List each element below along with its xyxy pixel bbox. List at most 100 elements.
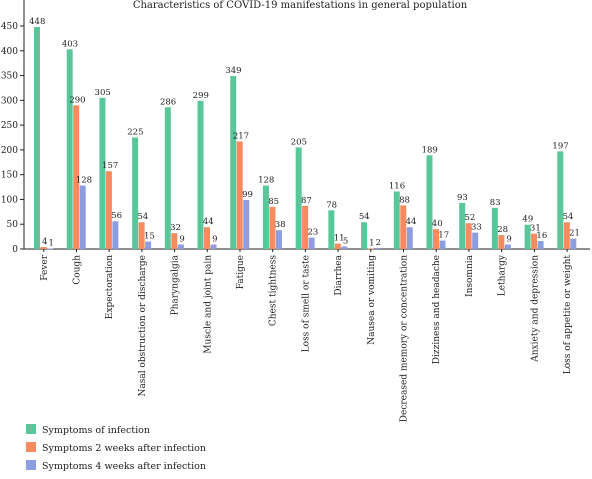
bar — [269, 206, 276, 249]
category-label: Fatigue — [236, 255, 246, 289]
category-labels: Fever Cough Expectoration Nasal obstruction… — [40, 249, 573, 422]
data-label: 21 — [569, 229, 580, 239]
bar — [504, 244, 511, 249]
category-label: Loss of smell or taste — [301, 255, 311, 352]
bar — [367, 248, 374, 250]
bar — [308, 237, 315, 249]
data-label: 1 — [369, 239, 374, 249]
category-label: Dizziness and headache — [432, 255, 442, 364]
data-label: 197 — [552, 141, 568, 151]
bar — [406, 227, 413, 249]
bar — [537, 241, 544, 249]
data-label: 128 — [258, 176, 274, 186]
category-label: Insomnia — [465, 254, 475, 297]
data-label: 1 — [49, 239, 54, 249]
y-tick-label: 0 — [12, 245, 18, 255]
legend-swatch — [26, 424, 36, 434]
bar — [334, 243, 341, 249]
chart-title: Characteristics of COVID-19 manifestatio… — [133, 0, 468, 11]
category-label: Pharyngalgia — [171, 254, 181, 315]
bar — [132, 137, 139, 249]
data-label: 56 — [111, 211, 122, 221]
bar — [73, 105, 80, 250]
bar — [531, 233, 538, 249]
bar — [432, 229, 439, 249]
data-label: 9 — [506, 235, 511, 245]
data-label: 290 — [69, 95, 85, 105]
data-label: 2 — [376, 238, 381, 248]
data-label: 189 — [422, 145, 438, 155]
data-label: 49 — [522, 215, 533, 225]
bar — [171, 233, 178, 249]
bar — [105, 171, 112, 249]
y-tick-label: 100 — [1, 195, 18, 205]
y-tick-label: 250 — [1, 121, 18, 131]
data-label: 286 — [160, 97, 176, 107]
data-label: 116 — [389, 182, 405, 192]
legend-swatch — [26, 460, 36, 470]
data-label: 52 — [465, 213, 476, 223]
data-label: 31 — [530, 224, 541, 234]
category-label: Expectoration — [105, 255, 115, 319]
category-label: Diarrhea — [334, 254, 344, 295]
bar — [393, 191, 400, 249]
legend-swatch — [26, 442, 36, 452]
legend: Symptoms of infection Symptoms 2 weeks af… — [26, 424, 206, 472]
data-label: 83 — [490, 198, 501, 208]
y-tick-label: 150 — [1, 171, 18, 181]
category-label: Chest tightness — [269, 255, 279, 327]
bar — [563, 222, 570, 249]
data-label: 9 — [212, 235, 217, 245]
bar — [295, 147, 302, 249]
bar — [328, 210, 335, 249]
bar — [262, 185, 269, 249]
data-label: 15 — [144, 232, 155, 242]
y-tick-label: 400 — [1, 47, 18, 57]
bar — [210, 244, 217, 249]
legend-label: Symptoms 4 weeks after infection — [42, 461, 206, 472]
data-label: 54 — [137, 212, 148, 222]
bar — [524, 224, 531, 249]
data-label: 93 — [457, 193, 468, 203]
data-label: 33 — [471, 223, 482, 233]
data-label: 23 — [307, 228, 318, 238]
bar — [459, 202, 466, 249]
bar — [341, 246, 348, 249]
category-label: Decreased memory or concentration — [400, 255, 410, 422]
bar — [138, 222, 145, 249]
bar — [361, 222, 368, 249]
data-label: 44 — [203, 217, 214, 227]
bar — [164, 107, 171, 249]
data-label: 448 — [29, 17, 45, 27]
bar — [498, 235, 505, 249]
bar — [197, 100, 204, 249]
data-label: 54 — [359, 212, 370, 222]
bar — [40, 247, 47, 249]
category-label: Muscle and joint pain — [203, 255, 213, 354]
data-label: 99 — [242, 190, 253, 200]
bar — [47, 248, 53, 250]
bar — [243, 199, 250, 249]
data-label: 4 — [42, 237, 47, 247]
data-label: 87 — [301, 196, 312, 206]
data-label: 403 — [62, 39, 78, 49]
bar — [275, 230, 282, 249]
data-label: 9 — [179, 235, 184, 245]
bar — [439, 240, 446, 249]
data-label: 38 — [275, 220, 286, 230]
data-label: 16 — [536, 231, 547, 241]
legend-label: Symptoms of infection — [42, 425, 150, 436]
bar — [79, 185, 86, 249]
bar — [465, 223, 472, 249]
data-label: 349 — [225, 66, 241, 76]
bar — [99, 97, 106, 249]
y-tick-label: 350 — [1, 72, 18, 82]
bars — [34, 26, 577, 250]
bar — [557, 151, 564, 249]
category-label: Lethargy — [498, 254, 508, 296]
category-label: Fever — [40, 254, 50, 280]
data-label: 78 — [326, 200, 337, 210]
bar — [204, 227, 211, 249]
bar — [426, 155, 433, 249]
